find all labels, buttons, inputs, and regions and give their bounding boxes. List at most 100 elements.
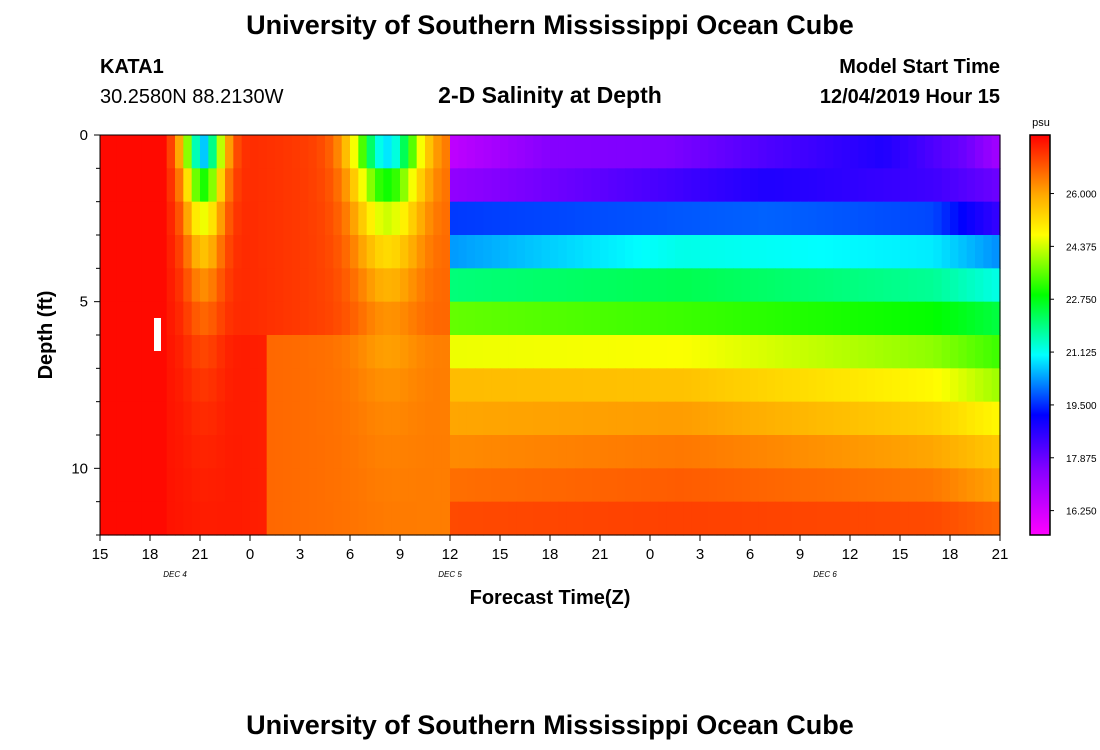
x-tick-label: 12 [842, 546, 859, 563]
heatmap-cell [716, 301, 726, 336]
heatmap-cell [266, 335, 276, 369]
heatmap-cell [816, 501, 826, 536]
heatmap-cell [375, 201, 384, 236]
heatmap-cell [600, 368, 609, 403]
heatmap-cell [791, 401, 801, 436]
heatmap-cell [800, 435, 809, 469]
heatmap-cell [133, 201, 143, 236]
heatmap-cell [633, 335, 643, 369]
heatmap-cell [466, 435, 476, 469]
heatmap-cell [350, 435, 359, 469]
heatmap-cell [875, 201, 884, 236]
heatmap-cell [825, 335, 834, 369]
heatmap-cell [925, 435, 934, 469]
heatmap-cell [275, 368, 284, 403]
heatmap-cell [858, 201, 868, 236]
heatmap-cell [666, 235, 676, 269]
heatmap-cell [650, 501, 659, 536]
heatmap-cell [825, 435, 834, 469]
heatmap-cell [641, 335, 651, 369]
heatmap-cell [991, 435, 1001, 469]
heatmap-cell [833, 235, 843, 269]
heatmap-cell [975, 235, 984, 269]
heatmap-cell [416, 368, 426, 403]
heatmap-cell [600, 468, 609, 503]
heatmap-cell [300, 435, 309, 469]
heatmap-cell [241, 168, 251, 203]
heatmap-cell [675, 168, 684, 203]
heatmap-cell [525, 135, 534, 169]
heatmap-cell [350, 401, 359, 436]
heatmap-cell [408, 335, 418, 369]
heatmap-cell [508, 468, 518, 503]
colorbar-tick-label: 16.250 [1066, 507, 1097, 518]
heatmap-cell [633, 468, 643, 503]
heatmap-cell [166, 168, 176, 203]
heatmap-cell [441, 335, 451, 369]
heatmap-cell [150, 368, 159, 403]
heatmap-cell [991, 368, 1001, 403]
heatmap-cell [791, 235, 801, 269]
heatmap-cell [308, 401, 318, 436]
heatmap-cell [325, 468, 334, 503]
heatmap-cell [891, 268, 901, 303]
heatmap-cell [600, 135, 609, 169]
heatmap-cell [325, 401, 334, 436]
heatmap-cell [533, 301, 543, 336]
heatmap-cell [858, 168, 868, 203]
heatmap-cell [766, 235, 776, 269]
heatmap-cell [375, 435, 384, 469]
heatmap-cell [600, 235, 609, 269]
heatmap-cell [758, 168, 768, 203]
heatmap-cell [708, 468, 718, 503]
heatmap-cell [891, 201, 901, 236]
heatmap-cell [900, 268, 909, 303]
heatmap-cell [166, 235, 176, 269]
heatmap-cell [725, 368, 734, 403]
heatmap-cell [825, 235, 834, 269]
heatmap-cell [750, 301, 759, 336]
heatmap-cell [216, 501, 226, 536]
heatmap-cell [125, 301, 134, 336]
heatmap-cell [258, 401, 268, 436]
heatmap-cell [300, 368, 309, 403]
heatmap-cell [608, 235, 618, 269]
heatmap-cell [700, 435, 709, 469]
heatmap-cell [208, 501, 218, 536]
heatmap-cell [616, 335, 626, 369]
heatmap-cell [908, 135, 918, 169]
heatmap-cell [500, 201, 509, 236]
heatmap-cell [191, 135, 201, 169]
heatmap-cell [391, 468, 401, 503]
heatmap-cell [875, 401, 884, 436]
heatmap-cell [125, 335, 134, 369]
heatmap-cell [650, 301, 659, 336]
heatmap-cell [716, 168, 726, 203]
heatmap-cell [200, 435, 209, 469]
heatmap-cell [841, 135, 851, 169]
page-title: University of Southern Mississippi Ocean… [246, 10, 854, 40]
heatmap-cell [900, 301, 909, 336]
heatmap-cell [708, 235, 718, 269]
heatmap-cell [575, 135, 584, 169]
heatmap-cell [533, 235, 543, 269]
heatmap-cell [400, 301, 409, 336]
heatmap-cell [908, 401, 918, 436]
heatmap-cell [591, 201, 601, 236]
heatmap-cell [550, 201, 559, 236]
heatmap-cell [941, 368, 951, 403]
heatmap-cell [475, 301, 484, 336]
heatmap-cell [333, 301, 343, 336]
heatmap-cell [816, 335, 826, 369]
heatmap-cell [883, 235, 893, 269]
heatmap-cell [700, 201, 709, 236]
heatmap-cell [458, 501, 468, 536]
y-axis-label: Depth (ft) [35, 291, 57, 380]
heatmap-cell [108, 335, 118, 369]
heatmap-cell [550, 335, 559, 369]
heatmap-cell [783, 501, 793, 536]
heatmap-cell [816, 235, 826, 269]
heatmap-cell [533, 168, 543, 203]
heatmap-cell [241, 301, 251, 336]
heatmap-cell [100, 501, 109, 536]
